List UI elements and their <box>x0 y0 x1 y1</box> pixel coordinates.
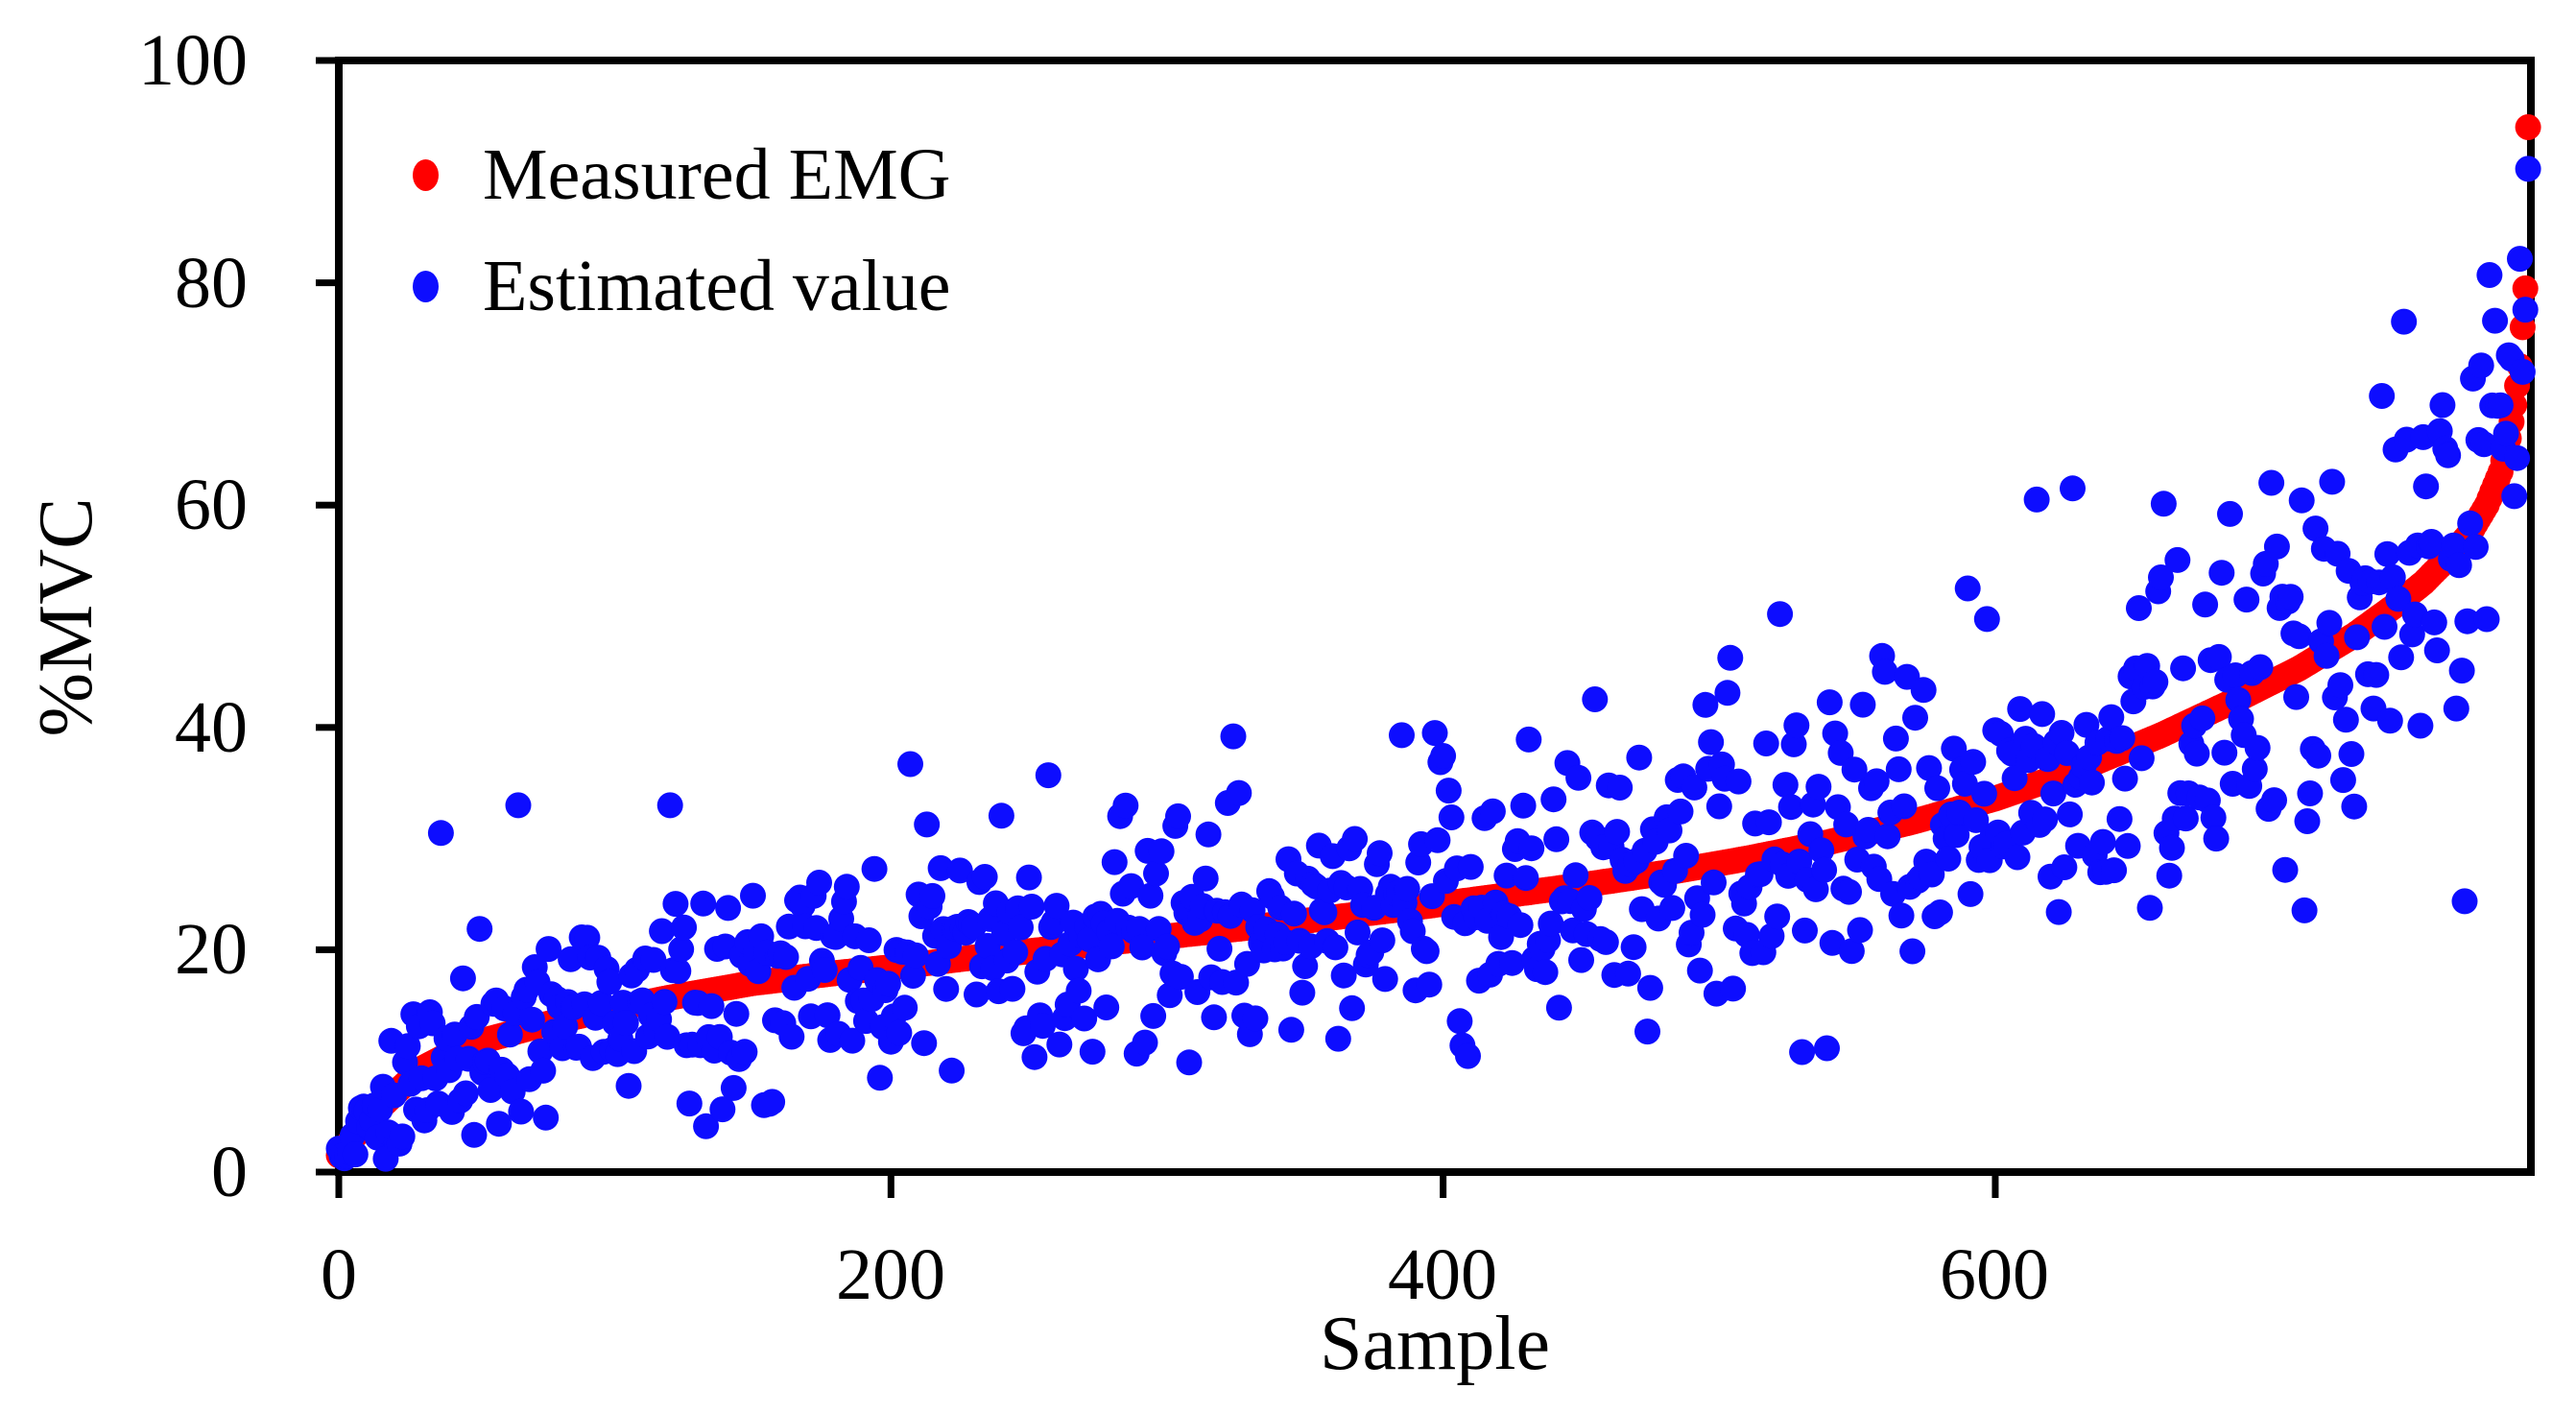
x-tick-label-200: 200 <box>836 1234 945 1315</box>
x-tick-label-600: 600 <box>1940 1234 2049 1315</box>
legend-label-estimated: Estimated value <box>483 246 951 326</box>
x-tick-label-400: 400 <box>1388 1234 1497 1315</box>
legend-item-measured: Measured EMG <box>413 130 951 220</box>
y-tick-label-20: 20 <box>175 909 248 990</box>
legend-item-estimated: Estimated value <box>413 241 951 331</box>
legend-label-measured: Measured EMG <box>483 134 951 215</box>
estimated-value-marker-icon <box>413 270 439 302</box>
y-tick-label-80: 80 <box>175 243 248 323</box>
x-axis-title: Sample <box>1320 1302 1550 1386</box>
y-tick-label-100: 100 <box>138 20 248 101</box>
y-tick-label-40: 40 <box>175 687 248 768</box>
legend: Measured EMG Estimated value <box>413 130 951 352</box>
y-tick-label-0: 0 <box>211 1132 248 1212</box>
y-tick-label-60: 60 <box>175 465 248 545</box>
measured-emg-marker-icon <box>413 158 439 191</box>
x-tick-label-0: 0 <box>321 1234 357 1315</box>
y-axis-title: %MVC <box>24 497 108 737</box>
